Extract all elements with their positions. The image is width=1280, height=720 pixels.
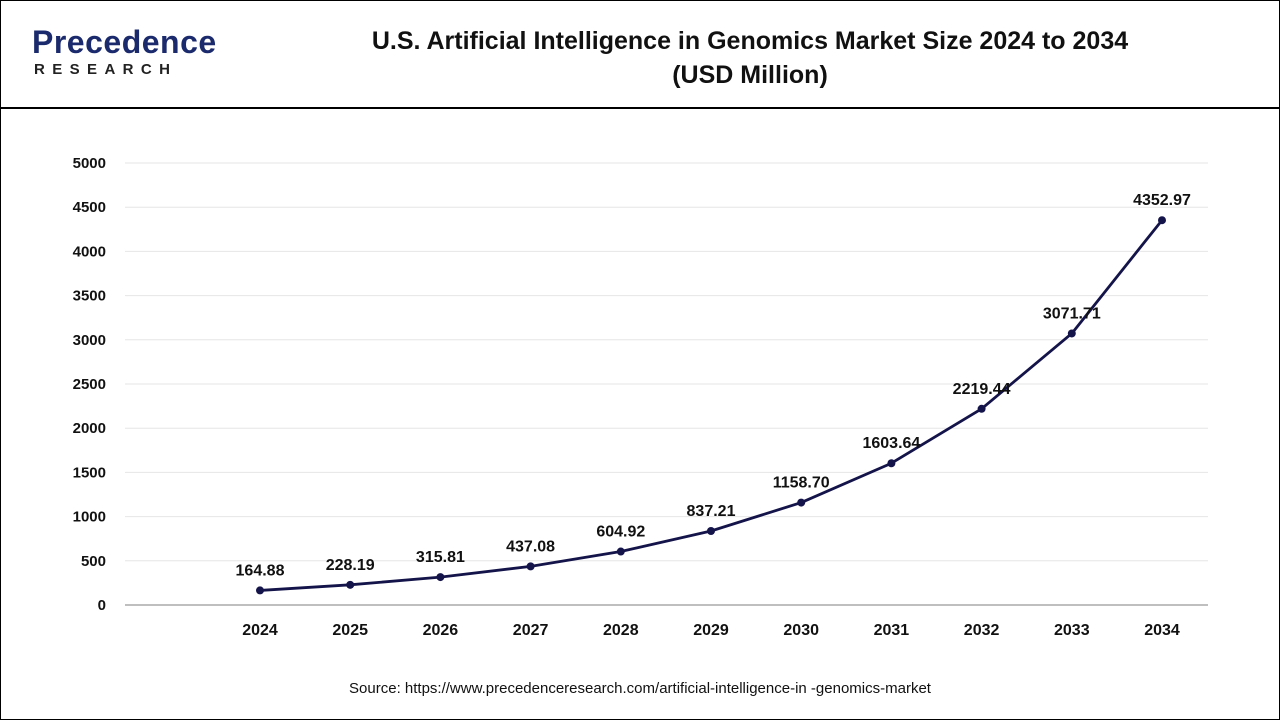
data-label: 437.08 bbox=[506, 538, 555, 555]
x-tick-label: 2028 bbox=[603, 622, 639, 639]
data-label: 1603.64 bbox=[862, 435, 920, 452]
y-tick-label: 0 bbox=[98, 597, 106, 614]
x-tick-label: 2032 bbox=[964, 622, 1000, 639]
header: Precedence RESEARCH U.S. Artificial Inte… bbox=[0, 0, 1280, 109]
source-note: Source: https://www.precedenceresearch.c… bbox=[349, 680, 931, 697]
chart-title: U.S. Artificial Intelligence in Genomics… bbox=[260, 24, 1240, 92]
x-tick-label: 2030 bbox=[783, 622, 819, 639]
y-tick-label: 2500 bbox=[73, 376, 106, 393]
y-tick-label: 4000 bbox=[73, 243, 106, 260]
y-tick-label: 500 bbox=[81, 553, 106, 570]
chart-title-line2: (USD Million) bbox=[672, 61, 828, 89]
data-point bbox=[256, 586, 264, 595]
data-label: 1158.70 bbox=[773, 475, 830, 492]
data-label: 164.88 bbox=[236, 562, 285, 579]
data-label: 604.92 bbox=[596, 524, 645, 541]
data-point bbox=[436, 573, 445, 582]
x-tick-label: 2026 bbox=[423, 622, 459, 639]
x-tick-label: 2031 bbox=[874, 622, 910, 639]
x-tick-label: 2029 bbox=[693, 622, 729, 639]
x-tick-label: 2034 bbox=[1144, 622, 1180, 639]
data-point bbox=[797, 498, 806, 507]
y-tick-label: 1500 bbox=[73, 464, 106, 481]
y-tick-label: 4500 bbox=[73, 199, 106, 216]
data-point bbox=[526, 562, 535, 571]
data-point bbox=[1158, 216, 1166, 225]
logo-subtext: RESEARCH bbox=[34, 61, 178, 78]
data-label: 837.21 bbox=[687, 503, 736, 520]
logo-wordmark: Precedence bbox=[32, 24, 217, 60]
data-point bbox=[707, 526, 715, 535]
y-tick-label: 3000 bbox=[73, 332, 106, 349]
data-point bbox=[887, 459, 896, 468]
x-tick-label: 2027 bbox=[513, 622, 549, 639]
y-tick-label: 2000 bbox=[73, 420, 106, 437]
data-label: 315.81 bbox=[416, 549, 465, 566]
x-tick-label: 2025 bbox=[332, 622, 368, 639]
data-label: 228.19 bbox=[326, 557, 375, 574]
y-tick-label: 3500 bbox=[73, 288, 106, 305]
data-point bbox=[1067, 329, 1076, 338]
logo: Precedence RESEARCH bbox=[32, 24, 232, 84]
x-tick-label: 2033 bbox=[1054, 622, 1090, 639]
chart-title-line1: U.S. Artificial Intelligence in Genomics… bbox=[371, 27, 1129, 55]
y-tick-label: 1000 bbox=[73, 509, 106, 526]
data-label: 4352.97 bbox=[1133, 192, 1191, 209]
data-point bbox=[346, 580, 355, 589]
y-tick-label: 5000 bbox=[73, 155, 106, 172]
data-point bbox=[977, 404, 986, 413]
x-tick-label: 2024 bbox=[242, 622, 278, 639]
data-point bbox=[616, 547, 625, 556]
data-label: 3071.71 bbox=[1043, 305, 1101, 322]
data-label: 2219.44 bbox=[953, 381, 1011, 398]
